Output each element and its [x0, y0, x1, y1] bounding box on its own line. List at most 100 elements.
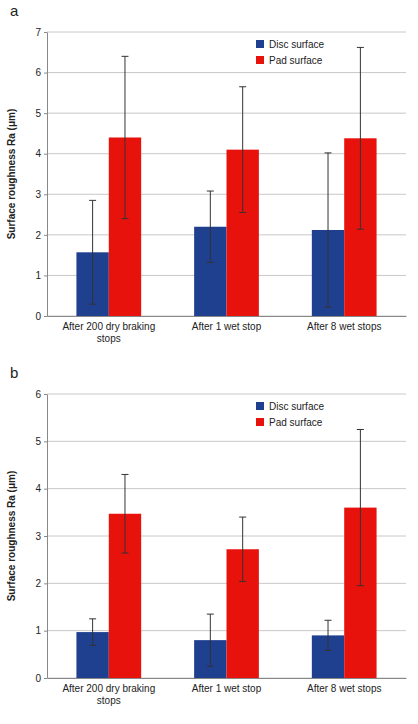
grid — [47, 394, 406, 678]
tick: After 200 dry brakingstops — [62, 316, 155, 344]
tick: 3 — [35, 189, 47, 200]
panel: a01234567After 200 dry brakingstopsAfter… — [6, 2, 407, 344]
error-bar — [207, 614, 214, 666]
error-bar — [357, 47, 364, 229]
tick: 6 — [35, 389, 47, 400]
panel: b0123456After 200 dry brakingstopsAfter … — [6, 364, 407, 706]
tick-mark — [44, 73, 47, 74]
tick-mark — [44, 316, 47, 317]
plot-area — [76, 47, 376, 316]
tick-label: 4 — [35, 148, 41, 159]
series — [109, 508, 377, 678]
tick-mark — [44, 32, 47, 33]
tick-mark — [44, 235, 47, 236]
tick: 7 — [35, 27, 47, 38]
tick-mark — [44, 631, 47, 632]
legend-item: Pad surface — [256, 417, 323, 428]
tick-label: 1 — [35, 270, 41, 281]
error-bar — [239, 87, 246, 213]
legend-item: Pad surface — [256, 55, 323, 66]
tick: After 8 wet stops — [307, 316, 381, 332]
tick-label: 2 — [35, 230, 41, 241]
tick-label: 7 — [35, 27, 41, 38]
error-bar — [357, 430, 364, 586]
tick-label: After 1 wet stop — [192, 321, 262, 332]
legend-item: Disc surface — [256, 39, 324, 50]
tick-label: After 8 wet stops — [307, 321, 381, 332]
legend-label: Pad surface — [269, 55, 323, 66]
legend-label: Disc surface — [269, 401, 324, 412]
legend-label: Pad surface — [269, 417, 323, 428]
tick-mark — [44, 394, 47, 395]
tick-label: After 1 wet stop — [192, 683, 262, 694]
tick-label: 6 — [35, 67, 41, 78]
tick: 5 — [35, 108, 47, 119]
tick-mark — [44, 194, 47, 195]
error-bar — [89, 200, 96, 304]
error-bar — [121, 56, 128, 218]
tick: 2 — [35, 230, 47, 241]
legend: Disc surface Pad surface — [256, 401, 324, 428]
axis-line — [48, 678, 407, 679]
error-bar — [325, 620, 332, 650]
tick: 1 — [35, 625, 47, 636]
tick-label: After 8 wet stops — [307, 683, 381, 694]
legend-item: Disc surface — [256, 401, 324, 412]
tick-mark — [44, 583, 47, 584]
axis-line — [47, 395, 48, 679]
tick-label: 3 — [35, 189, 41, 200]
tick: After 200 dry brakingstops — [62, 678, 155, 706]
error-bar — [325, 153, 332, 307]
tick-label-line: After 8 wet stops — [307, 321, 381, 332]
legend-label: Disc surface — [269, 39, 324, 50]
grid-line — [47, 394, 406, 395]
legend-swatch — [256, 56, 264, 64]
error-bar — [121, 474, 128, 553]
tick-label-line: After 8 wet stops — [307, 683, 381, 694]
plot-area — [76, 430, 376, 679]
tick-label: 0 — [35, 311, 41, 322]
tick-label: 2 — [35, 578, 41, 589]
tick-mark — [44, 678, 47, 679]
grid-line — [47, 488, 406, 489]
y-axis: 0 1 2 3 4 5 6 7 — [35, 27, 47, 322]
tick-label: After 200 dry brakingstops — [62, 683, 155, 706]
tick-label: 1 — [35, 625, 41, 636]
chart-container: a01234567After 200 dry brakingstopsAfter… — [0, 0, 418, 724]
grid-line — [47, 32, 406, 33]
chart-svg: a01234567After 200 dry brakingstopsAfter… — [0, 0, 418, 724]
tick-mark — [44, 489, 47, 490]
x-axis: After 200 dry brakingstops After 1 wet st… — [48, 316, 407, 344]
tick: 5 — [35, 436, 47, 447]
tick-label: 6 — [35, 389, 41, 400]
error-bars — [121, 47, 363, 229]
tick-label: After 200 dry brakingstops — [62, 321, 155, 344]
axis-line — [48, 316, 407, 317]
axis-line — [47, 33, 48, 317]
error-bar — [239, 517, 246, 581]
error-bars — [89, 614, 331, 666]
grid-line — [47, 113, 406, 114]
tick-mark — [44, 154, 47, 155]
tick-label-line: stops — [97, 695, 121, 706]
grid-line — [47, 72, 406, 73]
tick: After 8 wet stops — [307, 678, 381, 694]
tick: 0 — [35, 673, 47, 684]
tick: 0 — [35, 311, 47, 322]
tick: 3 — [35, 531, 47, 542]
tick-label: 3 — [35, 531, 41, 542]
error-bar — [207, 191, 214, 262]
y-axis-title: Surface roughness Ra (μm) — [6, 109, 17, 240]
tick: 4 — [35, 148, 47, 159]
tick-mark — [44, 113, 47, 114]
grid-line — [47, 441, 406, 442]
tick-mark — [44, 275, 47, 276]
tick-label: 4 — [35, 483, 41, 494]
tick-label-line: stops — [97, 333, 121, 344]
tick-label-line: After 1 wet stop — [192, 321, 262, 332]
legend-swatch — [256, 418, 264, 426]
tick: After 1 wet stop — [192, 316, 262, 332]
tick-mark — [44, 441, 47, 442]
tick-label-line: After 200 dry braking — [62, 321, 155, 332]
tick: 1 — [35, 270, 47, 281]
